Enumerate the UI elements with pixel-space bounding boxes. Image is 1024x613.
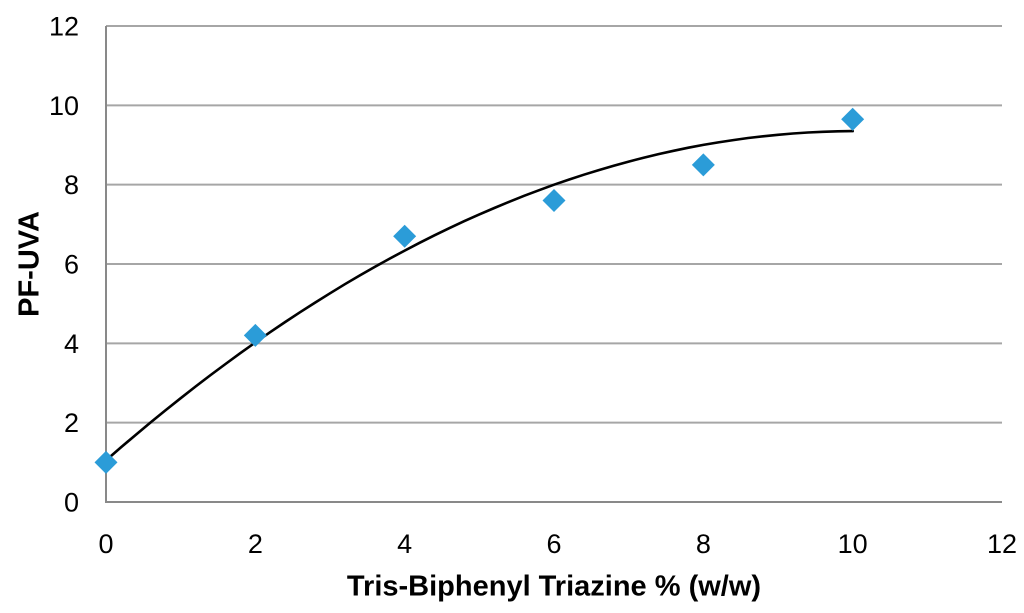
- y-tick-label: 10: [49, 91, 79, 121]
- y-tick-label: 0: [64, 488, 79, 518]
- x-tick-label: 0: [98, 529, 113, 559]
- y-tick-label: 6: [64, 250, 79, 280]
- y-tick-label: 2: [64, 408, 79, 438]
- data-point-marker: [691, 153, 715, 177]
- x-axis-title: Tris-Biphenyl Triazine % (w/w): [346, 570, 762, 603]
- data-point-marker: [94, 450, 118, 474]
- x-tick-label: 8: [696, 529, 711, 559]
- data-point-marker: [841, 107, 865, 131]
- y-tick-label: 8: [64, 170, 79, 200]
- y-tick-label: 4: [64, 329, 79, 359]
- trendline-curve: [104, 129, 854, 462]
- x-tick-label: 10: [838, 529, 868, 559]
- data-point-marker: [243, 323, 267, 347]
- y-tick-label: 12: [49, 12, 79, 42]
- x-tick-label: 4: [397, 529, 412, 559]
- data-point-marker: [542, 189, 566, 213]
- x-tick-label: 6: [546, 529, 561, 559]
- y-axis-title: PF-UVA: [13, 211, 46, 317]
- data-point-marker: [393, 224, 417, 248]
- x-tick-label: 2: [248, 529, 263, 559]
- x-tick-label: 12: [987, 529, 1017, 559]
